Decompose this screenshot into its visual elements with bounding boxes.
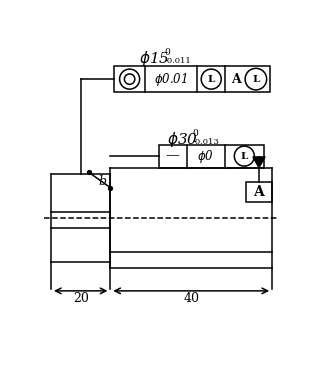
Polygon shape bbox=[253, 157, 265, 168]
Text: -0.013: -0.013 bbox=[193, 138, 220, 146]
Bar bbox=[159, 144, 264, 168]
Text: A: A bbox=[254, 184, 264, 199]
Text: 20: 20 bbox=[73, 292, 89, 305]
Text: -0.011: -0.011 bbox=[164, 57, 191, 64]
Circle shape bbox=[234, 146, 254, 166]
Text: b: b bbox=[99, 175, 107, 188]
Circle shape bbox=[124, 74, 135, 84]
Circle shape bbox=[201, 69, 221, 89]
Text: 0: 0 bbox=[193, 129, 198, 138]
Text: A: A bbox=[231, 73, 241, 86]
Text: L: L bbox=[208, 75, 215, 84]
Text: L: L bbox=[241, 152, 248, 161]
Text: $\phi$0.01: $\phi$0.01 bbox=[154, 70, 188, 87]
Text: $\phi$15: $\phi$15 bbox=[139, 49, 169, 68]
Bar bbox=[246, 182, 272, 202]
Text: $\phi$0: $\phi$0 bbox=[197, 148, 214, 165]
Text: —: — bbox=[166, 149, 180, 162]
Bar bbox=[114, 66, 270, 92]
Text: L: L bbox=[252, 75, 260, 84]
Text: $\phi$30: $\phi$30 bbox=[166, 130, 197, 149]
Circle shape bbox=[119, 69, 140, 89]
Text: 40: 40 bbox=[183, 292, 199, 305]
Circle shape bbox=[245, 68, 267, 90]
Text: 0: 0 bbox=[164, 48, 170, 57]
